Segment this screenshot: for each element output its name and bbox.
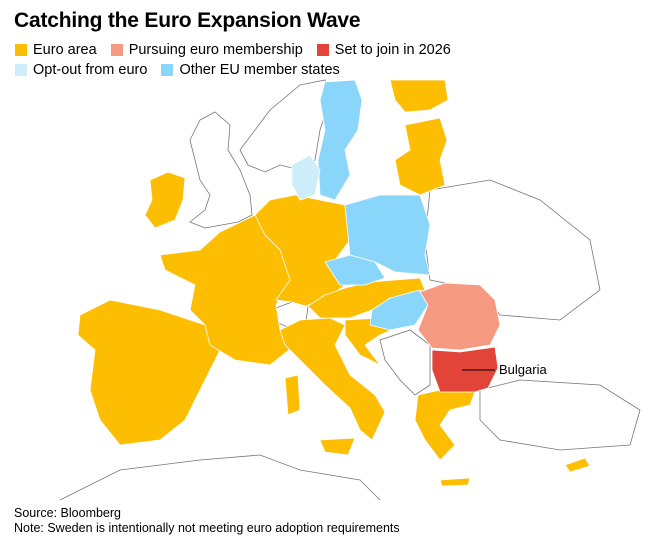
country-norway <box>239 79 331 173</box>
country-iberia <box>77 299 231 446</box>
footnote: Note: Sweden is intentionally not meetin… <box>14 521 400 535</box>
legend-item-set-to-join: Set to join in 2026 <box>316 42 451 58</box>
country-romania <box>417 282 501 351</box>
country-cyprus <box>564 457 591 473</box>
country-ireland <box>144 171 186 229</box>
chart-title: Catching the Euro Expansion Wave <box>14 9 361 32</box>
country-united-kingdom <box>189 111 253 229</box>
coast-africa <box>59 454 381 501</box>
country-baltics <box>394 117 448 196</box>
legend-item-pursuing: Pursuing euro membership <box>110 42 303 58</box>
country-czechia <box>324 254 386 286</box>
country-sardinia <box>284 374 301 416</box>
country-turkey <box>479 379 641 451</box>
bulgaria-label: Bulgaria <box>499 362 547 377</box>
legend-row-2: Opt-out from euro Other EU member states <box>15 62 340 78</box>
country-hungary <box>369 289 429 331</box>
legend-row-1: Euro area Pursuing euro membership Set t… <box>15 42 451 58</box>
source-note: Source: Bloomberg <box>14 506 122 520</box>
legend-item-opt-out: Opt-out from euro <box>15 62 147 78</box>
country-crete <box>439 477 471 487</box>
country-sicily <box>319 437 356 456</box>
legend-item-other-eu: Other EU member states <box>161 62 340 78</box>
country-sweden <box>317 79 363 201</box>
country-denmark <box>291 154 321 201</box>
country-greece <box>414 389 476 461</box>
legend-item-euro-area: Euro area <box>15 42 97 58</box>
country-balkans <box>379 329 431 396</box>
country-italy <box>279 317 386 441</box>
country-finland <box>389 79 449 113</box>
